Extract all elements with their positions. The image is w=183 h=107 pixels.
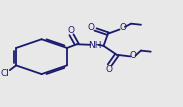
Text: O: O	[68, 25, 75, 34]
Text: O: O	[119, 23, 126, 32]
Text: Cl: Cl	[1, 69, 10, 78]
Text: O: O	[105, 65, 112, 74]
Text: O: O	[87, 23, 95, 32]
Text: O: O	[130, 51, 137, 60]
Text: NH: NH	[88, 41, 102, 50]
